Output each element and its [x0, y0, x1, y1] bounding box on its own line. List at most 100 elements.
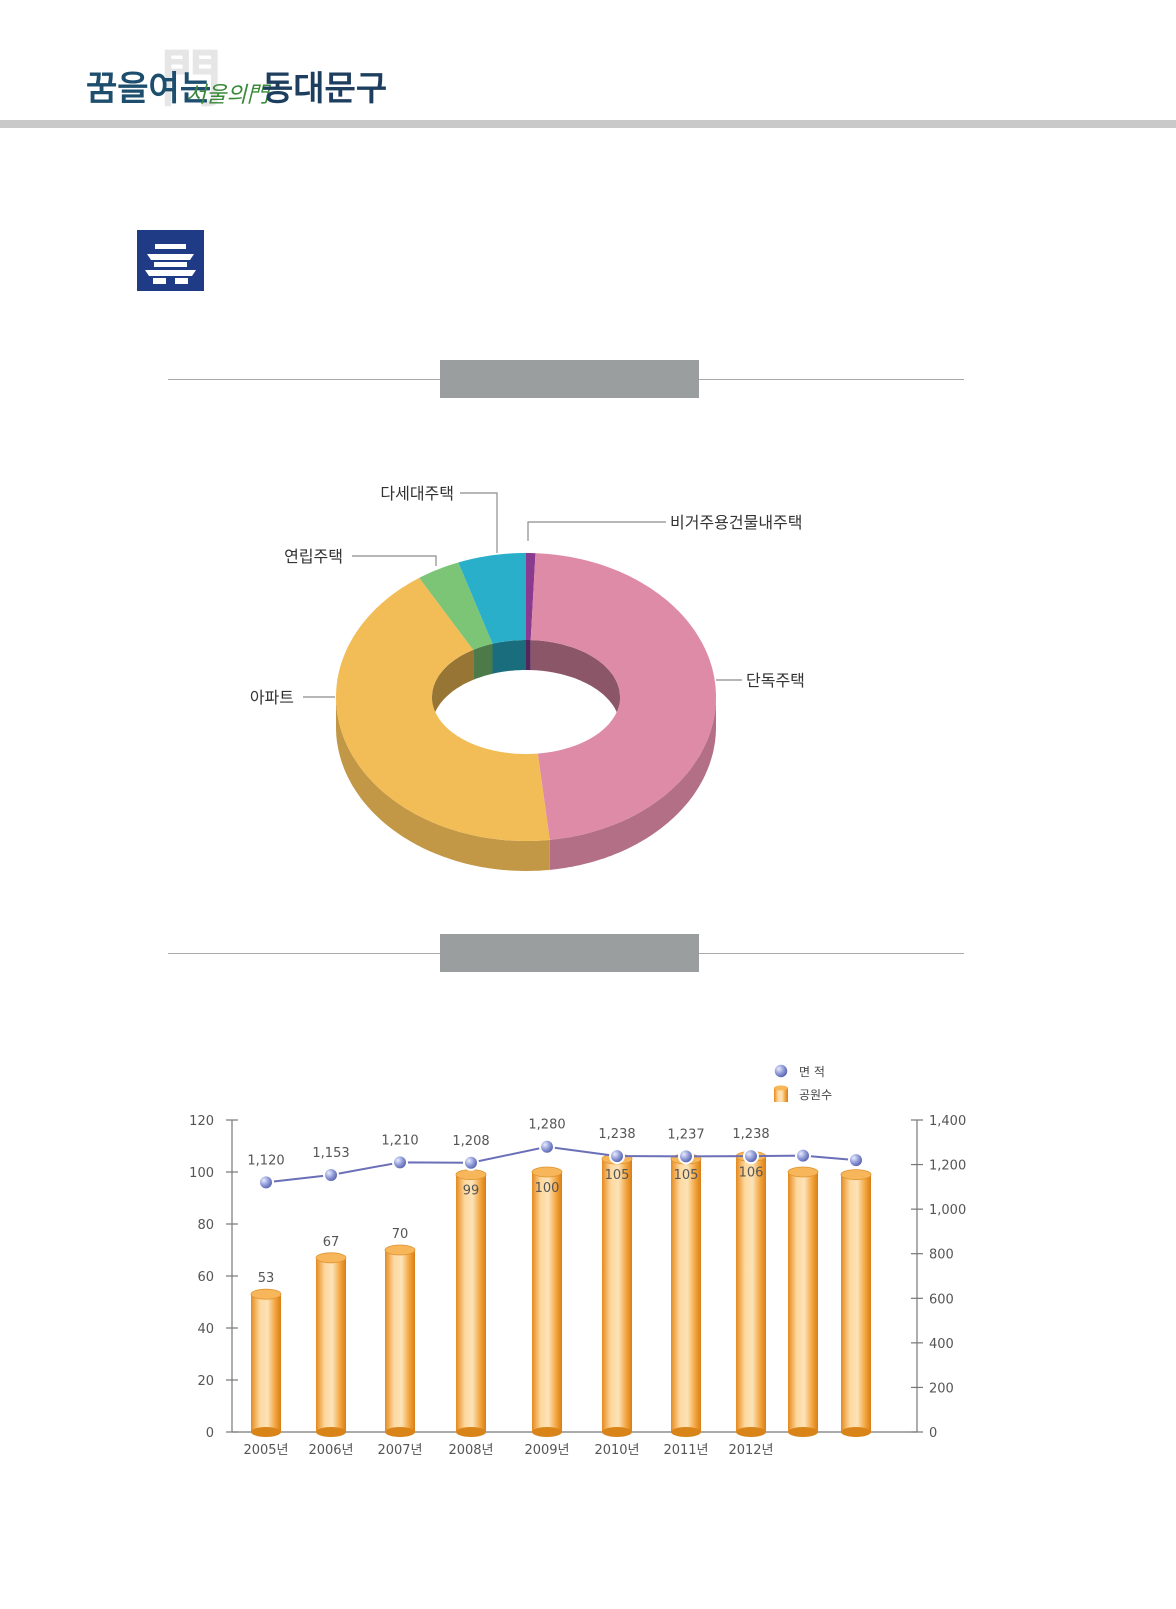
slice-2-inner-wall-1: [432, 649, 474, 727]
area-point-2-label: 1,210: [381, 1133, 418, 1148]
bar-5-base: [602, 1427, 632, 1437]
slice-3-top: [419, 562, 493, 650]
right-tick-label: 0: [929, 1426, 937, 1441]
slice-4-leader: [460, 492, 498, 553]
slice-0-label: 비거주용건물내주택: [670, 513, 802, 532]
section-title-tab: [440, 360, 699, 398]
area-point-7-label: 1,238: [732, 1127, 769, 1142]
bar-2: [385, 1250, 415, 1432]
slice-1-label: 단독주택: [746, 671, 805, 690]
bar-0-label: 53: [258, 1271, 275, 1286]
bar-2-cap: [384, 1244, 416, 1256]
left-tick-label: 60: [197, 1270, 214, 1285]
chart-axes: 0 20 40 60 80 100 120 0 200 400 600 800 1,000 1,200 1,…: [189, 1114, 966, 1441]
bar-8: [788, 1172, 818, 1432]
bar-2-label: 70: [392, 1227, 409, 1242]
slice-0-inner-wall-0: [526, 640, 531, 671]
area-point-0-label: 1,120: [247, 1153, 284, 1168]
x-tick-label: 2006년: [308, 1443, 353, 1458]
logo-text-3: 동대문구: [262, 69, 386, 109]
area-point-2: [392, 1154, 408, 1171]
x-tick-label: 2012년: [728, 1443, 773, 1458]
donut-top: [336, 553, 716, 841]
area-point-3: [463, 1154, 479, 1171]
area-point-5: [609, 1148, 625, 1165]
slice-0-top: [526, 553, 536, 641]
logo-text-1: 꿈을여는: [86, 69, 211, 109]
building-icon: [137, 230, 204, 291]
left-tick-label: 20: [197, 1374, 214, 1389]
x-tick-label: 2010년: [594, 1443, 639, 1458]
bar-0: [251, 1294, 281, 1432]
area-point-4-label: 1,280: [528, 1118, 565, 1133]
area-point-3-label: 1,208: [452, 1134, 489, 1149]
bar-4-cap: [531, 1166, 563, 1178]
bar-6: [671, 1159, 701, 1432]
bar-6-label: 105: [674, 1168, 699, 1183]
x-tick-labels: 2005년 2006년 2007년 2008년 2009년 2010년 2011년 2012년: [243, 1443, 773, 1458]
bar-9-cap: [840, 1169, 872, 1180]
right-tick-label: 400: [929, 1337, 954, 1352]
area-point-7: [743, 1148, 759, 1165]
section-title-tab: [440, 934, 699, 972]
bar-4: [532, 1172, 562, 1432]
x-tick-label: 2011년: [663, 1443, 708, 1458]
bar-8-base: [788, 1427, 818, 1437]
logo-text-2: 서울의門: [186, 83, 272, 108]
bar-7-label: 106: [739, 1165, 764, 1180]
bar-9-base: [841, 1427, 871, 1437]
x-tick-label: 2009년: [524, 1443, 569, 1458]
bar-1: [316, 1257, 346, 1432]
bar-0-cap: [250, 1288, 282, 1300]
right-tick-label: 200: [929, 1381, 954, 1396]
slice-1-side: [549, 697, 716, 870]
x-tick-label: 2008년: [448, 1443, 493, 1458]
area-point-6: [678, 1148, 694, 1165]
slice-3-label: 연립주택: [284, 547, 343, 566]
bar-2-base: [385, 1427, 415, 1437]
area-point-1-label: 1,153: [312, 1146, 349, 1161]
bar-1-base: [316, 1427, 346, 1437]
bar-3-label: 99: [463, 1184, 480, 1199]
left-tick-label: 0: [206, 1426, 214, 1441]
x-tick-label: 2007년: [377, 1443, 422, 1458]
legend-area-marker: [773, 1063, 789, 1079]
right-tick-label: 600: [929, 1292, 954, 1307]
area-line-series: 1,120 1,153 1,210 1,208 1,280 1,238 1,237 1,238: [247, 1118, 864, 1191]
bar-7-base: [736, 1427, 766, 1437]
slice-3-inner-wall-1: [473, 643, 493, 680]
area-point-8: [795, 1147, 811, 1164]
slice-2-label: 아파트: [250, 688, 294, 707]
area-point-6-label: 1,237: [667, 1127, 704, 1142]
bar-1-cap: [315, 1252, 347, 1264]
bar-3-cap: [455, 1169, 487, 1180]
section-header-housing: [168, 360, 964, 400]
slice-1-top: [530, 553, 716, 840]
area-point-9: [848, 1152, 864, 1169]
bar-0-base: [251, 1427, 281, 1437]
legend-park-label: 공원수: [799, 1088, 832, 1102]
area-point-4: [539, 1138, 555, 1155]
header-divider: [0, 120, 1176, 128]
slice-4-label: 다세대주택: [380, 484, 454, 503]
section-header-parks: [168, 934, 964, 974]
slice-4-top: [458, 553, 526, 644]
right-tick-label: 1,200: [929, 1159, 966, 1174]
bar-4-label: 100: [535, 1181, 560, 1196]
left-tick-label: 100: [189, 1166, 214, 1181]
legend-area-label: 면 적: [799, 1065, 825, 1079]
area-point-1: [323, 1167, 339, 1184]
x-tick-label: 2005년: [243, 1443, 288, 1458]
bar-3-base: [456, 1427, 486, 1437]
slice-3-leader: [352, 555, 437, 566]
bar-3: [456, 1174, 486, 1432]
bar-5-label: 105: [605, 1168, 630, 1183]
slice-2-side: [336, 697, 550, 871]
left-tick-label: 120: [189, 1114, 214, 1129]
right-tick-label: 1,400: [929, 1114, 966, 1129]
right-tick-label: 1,000: [929, 1203, 966, 1218]
